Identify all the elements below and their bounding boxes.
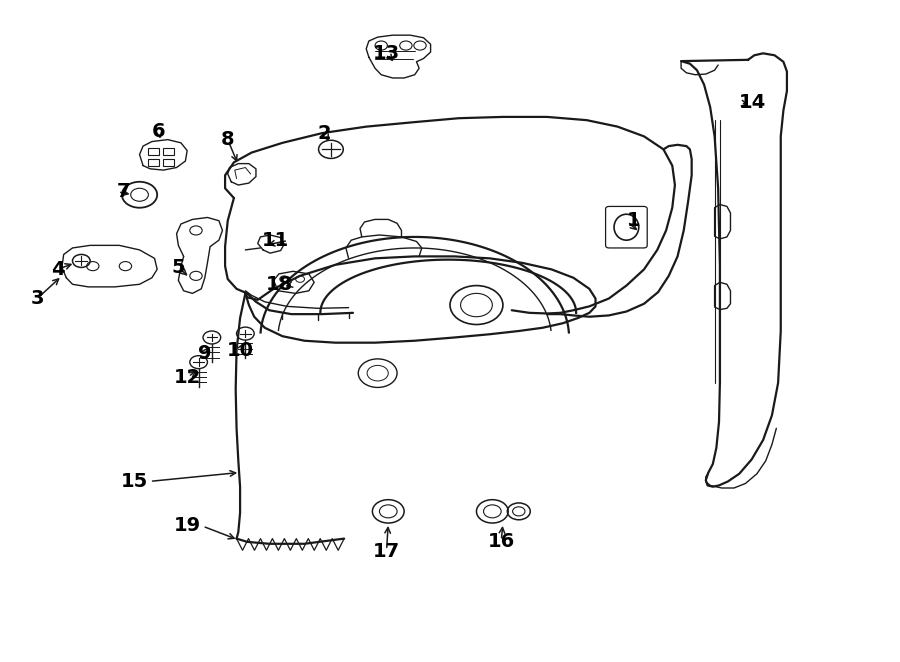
Text: 16: 16: [488, 532, 515, 551]
Text: 19: 19: [175, 516, 202, 535]
Text: 4: 4: [50, 260, 64, 279]
Text: 6: 6: [152, 122, 166, 141]
Text: 14: 14: [739, 93, 767, 112]
Text: 11: 11: [262, 230, 290, 250]
Text: 12: 12: [174, 368, 201, 387]
Text: 18: 18: [266, 275, 293, 294]
Text: 9: 9: [198, 344, 212, 363]
Text: 8: 8: [220, 130, 235, 149]
Text: 10: 10: [227, 341, 254, 360]
Text: 7: 7: [117, 182, 130, 201]
Text: 5: 5: [172, 258, 185, 277]
Text: 2: 2: [318, 124, 331, 142]
Text: 17: 17: [373, 542, 400, 561]
Text: 1: 1: [626, 211, 640, 230]
Bar: [148, 148, 159, 154]
Bar: [148, 159, 159, 166]
Text: 13: 13: [373, 44, 400, 63]
Text: 3: 3: [31, 289, 44, 308]
Text: 15: 15: [122, 472, 148, 491]
Bar: [164, 148, 174, 154]
Bar: [164, 159, 174, 166]
